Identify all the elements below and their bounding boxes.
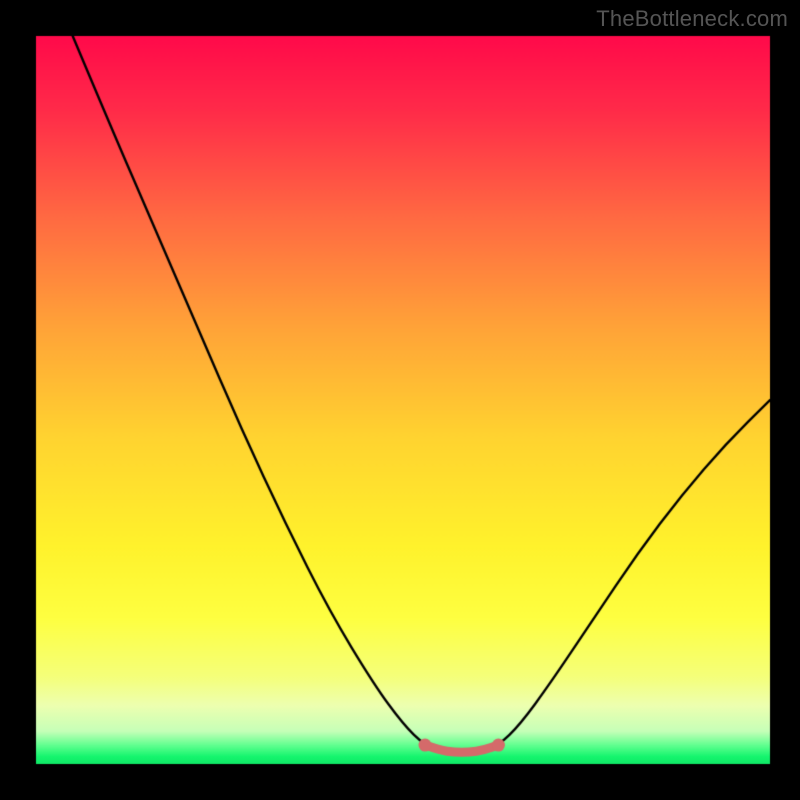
watermark-text: TheBottleneck.com <box>596 6 788 32</box>
bottleneck-chart <box>0 0 800 800</box>
